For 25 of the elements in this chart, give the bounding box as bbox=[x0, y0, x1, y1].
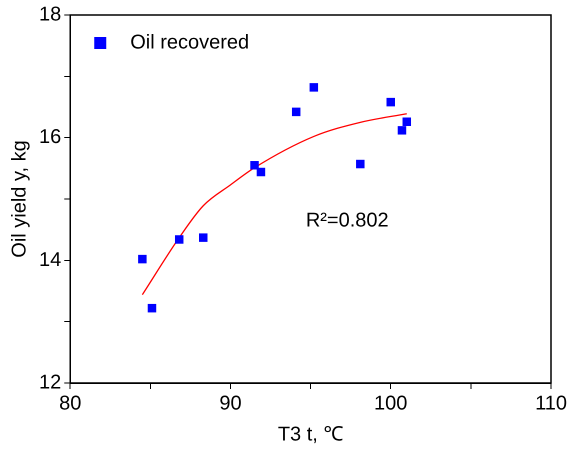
point bbox=[250, 161, 259, 170]
legend-label: Oil recovered bbox=[130, 32, 250, 54]
x-tick-label: 80 bbox=[59, 392, 82, 415]
point bbox=[148, 304, 156, 312]
point bbox=[292, 108, 300, 116]
x-tick-label: 90 bbox=[219, 392, 242, 415]
x-tick-label: 110 bbox=[535, 392, 567, 415]
point bbox=[398, 126, 406, 135]
y-tick-label: 16 bbox=[38, 126, 62, 148]
x-axis-title: T3 t, ℃ bbox=[278, 424, 344, 446]
y-tick-label: 12 bbox=[38, 372, 62, 394]
point bbox=[386, 98, 395, 106]
point bbox=[138, 254, 147, 264]
point bbox=[174, 235, 184, 244]
point bbox=[402, 117, 412, 126]
point bbox=[310, 83, 318, 92]
line-series bbox=[142, 113, 408, 296]
y-axis-title: Oil yield y, kg bbox=[8, 140, 31, 258]
point bbox=[199, 233, 208, 242]
point bbox=[256, 168, 266, 176]
point bbox=[356, 160, 365, 168]
x-tick-label: 100 bbox=[374, 392, 408, 415]
y-tick-label: 18 bbox=[38, 4, 62, 26]
annotation: R²=0.802 bbox=[306, 210, 389, 232]
y-tick-label: 14 bbox=[38, 248, 62, 271]
